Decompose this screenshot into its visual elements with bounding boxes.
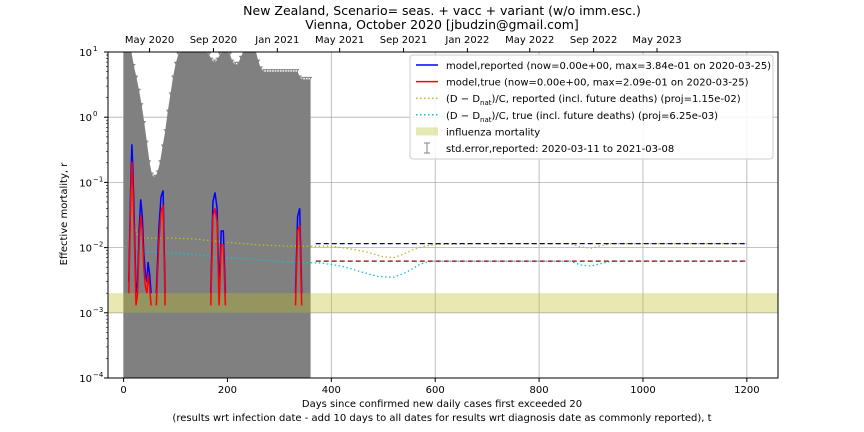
y-tick-label-0: 10 [79, 374, 92, 385]
y-tick-exponent-0: −4 [93, 371, 104, 379]
series-layer [128, 144, 747, 306]
x-tick-label-3: 600 [426, 385, 445, 396]
legend-label-ratio_true: (D − Dnat)/C, true (incl. future deaths)… [446, 111, 718, 124]
legend-label-influenza: influenza mortality [446, 127, 540, 138]
top-tick-label-6: May 2022 [505, 35, 554, 46]
chart-title-line2: Vienna, October 2020 [jbudzin@gmail.com] [305, 17, 579, 32]
plot-area [108, 52, 778, 378]
y-tick-exponent-4: 0 [93, 110, 97, 118]
top-tick-label-7: Sep 2022 [570, 35, 617, 46]
y-tick-label-4: 10 [79, 113, 92, 124]
top-tick-label-0: May 2020 [125, 35, 174, 46]
influenza-band-layer [108, 293, 778, 313]
y-tick-exponent-2: −2 [93, 241, 103, 249]
legend-label-ratio_reported: (D − Dnat)/C, reported (incl. future dea… [446, 94, 741, 107]
series-model_reported-segment-0 [128, 144, 152, 294]
series-model_true-segment-3 [294, 225, 303, 306]
legend-label-model_true: model,true (now=0.00e+00, max=2.09e-01 o… [446, 78, 749, 89]
x-axis: 0 200 400 600 800 1000 1200 [120, 378, 760, 396]
x-tick-label-6: 1200 [734, 385, 759, 396]
top-tick-label-1: Sep 2020 [190, 35, 237, 46]
x-tick-label-2: 400 [322, 385, 341, 396]
x-axis-label-line1: Days since confirmed new daily cases fir… [302, 399, 582, 410]
top-tick-label-5: Jan 2022 [444, 35, 489, 46]
series-model_true-segment-2 [210, 208, 227, 306]
x-tick-label-5: 1000 [630, 385, 655, 396]
legend-label-model_reported: model,reported (now=0.00e+00, max=3.84e-… [446, 61, 771, 72]
legend-box [409, 54, 774, 160]
legend-label-std-error: std.error,reported: 2020-03-11 to 2021-0… [446, 144, 674, 155]
y-tick-label-3: 10 [79, 178, 92, 189]
y-tick-label-2: 10 [79, 244, 92, 255]
top-date-axis: May 2020 Sep 2020 Jan 2021 May 2021 Sep 2021… [125, 35, 682, 52]
series-model_true-segment-1 [155, 204, 166, 306]
series-ratio_reported [132, 201, 747, 259]
influenza-band [108, 293, 778, 313]
y-tick-exponent-5: 1 [93, 45, 97, 53]
legend: model,reported (now=0.00e+00, max=3.84e-… [409, 54, 774, 160]
top-tick-label-2: Jan 2021 [254, 35, 299, 46]
y-tick-label-1: 10 [79, 309, 92, 320]
x-tick-label-0: 0 [120, 385, 126, 396]
x-tick-label-1: 200 [218, 385, 237, 396]
x-axis-label-line2: (results wrt infection date - add 10 day… [172, 413, 711, 424]
legend-swatch-influenza [416, 127, 438, 136]
y-tick-exponent-3: −1 [93, 175, 103, 183]
y-axis-label: Effective mortality, r [59, 162, 70, 266]
chart-title-line1: New Zealand, Scenario= seas. + vacc + va… [243, 3, 641, 18]
top-tick-label-3: May 2021 [315, 35, 364, 46]
x-tick-label-4: 800 [530, 385, 549, 396]
top-tick-label-8: May 2023 [632, 35, 681, 46]
series-ratio_true [132, 216, 747, 278]
top-tick-label-4: Sep 2021 [380, 35, 427, 46]
series-model_true-segment-0 [128, 161, 152, 306]
y-tick-label-5: 10 [79, 48, 92, 59]
y-tick-exponent-1: −3 [93, 306, 103, 314]
plot-frame [107, 51, 779, 379]
